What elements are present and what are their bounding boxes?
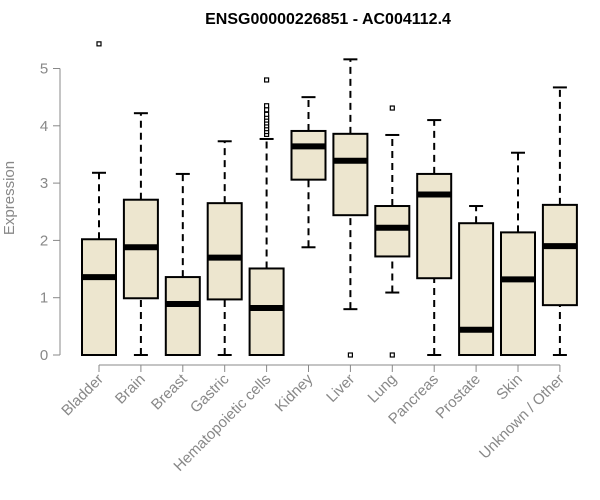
outlier-point bbox=[389, 352, 395, 358]
outlier-point bbox=[96, 41, 102, 47]
box-rect bbox=[374, 205, 411, 258]
y-tick-label: 4 bbox=[40, 118, 48, 135]
box-unknown-other bbox=[541, 86, 578, 356]
y-axis-label: Expression bbox=[1, 161, 18, 235]
box-breast bbox=[164, 172, 201, 356]
box-prostate bbox=[458, 205, 495, 356]
x-tick-label: Bladder bbox=[58, 371, 107, 420]
box-skin bbox=[500, 151, 536, 357]
box-pancreas bbox=[416, 119, 453, 356]
box-hematopoietic-cells bbox=[248, 77, 285, 356]
box-brain bbox=[122, 112, 159, 356]
outlier-point bbox=[389, 105, 395, 111]
box-rect bbox=[458, 222, 495, 356]
box-rect bbox=[541, 203, 578, 307]
box-rect bbox=[500, 231, 536, 357]
box-rect bbox=[290, 129, 327, 181]
y-tick-label: 2 bbox=[40, 232, 48, 249]
box-rect bbox=[332, 132, 369, 217]
x-tick-label: Skin bbox=[493, 371, 526, 404]
box-liver bbox=[332, 58, 369, 358]
x-tick-label: Liver bbox=[323, 371, 358, 406]
outlier-point bbox=[347, 352, 353, 358]
x-tick-label: Prostate bbox=[432, 371, 484, 423]
y-tick-label: 5 bbox=[40, 61, 48, 78]
x-tick-label: Brain bbox=[112, 371, 149, 408]
chart-title: ENSG00000226851 - AC004112.4 bbox=[205, 11, 451, 28]
y-tick-label: 1 bbox=[40, 290, 48, 307]
x-tick-label: Breast bbox=[148, 370, 191, 413]
box-rect bbox=[81, 238, 117, 356]
box-rect bbox=[416, 172, 453, 280]
y-tick-label: 3 bbox=[40, 175, 48, 192]
box-rect bbox=[164, 276, 201, 356]
y-tick-label: 0 bbox=[40, 347, 48, 364]
box-gastric bbox=[206, 140, 243, 356]
outlier-point bbox=[264, 77, 270, 83]
x-tick-label: Kidney bbox=[272, 370, 317, 415]
y-axis: 0 1 2 3 4 5 bbox=[40, 61, 61, 364]
outlier-point bbox=[264, 111, 270, 117]
x-tick-label: Lung bbox=[365, 371, 401, 407]
box-rect bbox=[248, 267, 285, 356]
outlier-point bbox=[264, 103, 270, 109]
box-lung bbox=[374, 105, 411, 358]
boxes bbox=[81, 41, 578, 358]
box-kidney bbox=[290, 96, 327, 249]
outlier-point bbox=[264, 107, 270, 113]
box-bladder bbox=[81, 41, 117, 356]
box-rect bbox=[206, 202, 243, 301]
